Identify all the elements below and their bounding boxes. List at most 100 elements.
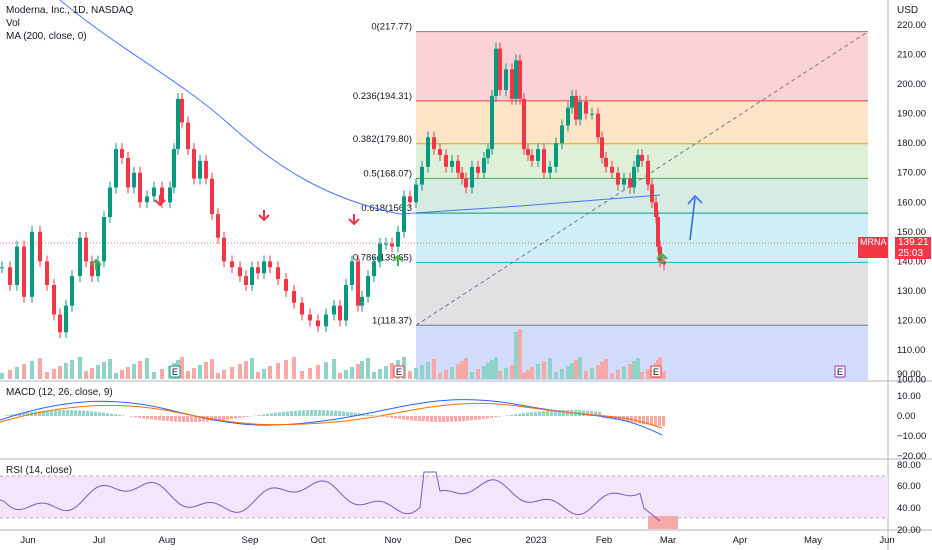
rsi-tick-label: 20.00 [897,525,921,536]
volume-bar [308,368,312,379]
candle-body [152,187,156,197]
macd-histogram-bar [634,416,637,423]
time-tick-label: May [804,535,822,546]
volume-bar [344,370,348,379]
volume-bar [360,361,364,379]
fib-zone [416,100,868,144]
macd-histogram-bar [366,414,369,416]
volume-bar [238,364,242,379]
macd-histogram-bar [62,410,65,416]
candle-body [210,178,214,215]
macd-histogram-bar [190,416,193,422]
volume-bar [578,357,582,379]
candle-body [518,60,522,99]
candle-body [180,98,184,123]
volume-bar [554,372,558,379]
macd-histogram-bar [202,416,205,422]
price-tick-label: 210.00 [897,50,926,61]
macd-histogram-bar [306,410,309,416]
macd-histogram-bar [38,411,41,416]
candle-body [102,217,106,262]
candle-body [300,302,304,315]
macd-histogram-bar [562,410,565,416]
earnings-marker-label: E [396,367,402,378]
macd-histogram-bar [386,416,389,418]
macd-histogram-bar [150,416,153,420]
earnings-marker-icon [834,365,846,378]
macd-histogram-bar [602,416,605,419]
macd-histogram-bar [142,416,145,419]
candle-body [408,196,412,203]
candle-body [628,178,632,188]
macd-histogram-bar [462,416,465,422]
macd-histogram-bar [226,416,229,420]
fib-level-label: 0.382(179.80) [353,134,412,145]
macd-histogram-bar [162,416,165,421]
macd-histogram-bar [86,410,89,416]
macd-histogram-bar [486,416,489,419]
macd-histogram-bar [522,413,525,416]
candle-body [45,261,49,285]
time-tick-label: Dec [455,535,472,546]
rsi-oversold-highlight [648,516,678,529]
macd-histogram-bar [590,411,593,416]
candle-body [132,172,136,188]
macd-histogram-bar [194,416,197,422]
candle-body [114,149,118,188]
candle-body [530,155,534,161]
fib-zone [416,31,868,101]
earnings-marker-label: E [172,367,178,378]
macd-histogram-bar [506,415,509,416]
buy-arrow-icon [392,254,404,266]
macd-histogram-bar [402,416,405,420]
volume-bar [300,371,304,379]
macd-histogram-bar [174,416,177,422]
currency-label: USD [897,5,919,16]
macd-histogram-bar [538,411,541,416]
macd-histogram-bar [642,416,645,425]
candle-body [486,149,490,158]
macd-histogram-bar [242,416,245,418]
macd-histogram-bar [514,414,517,416]
time-tick-label: Mar [660,535,676,546]
macd-histogram-bar [454,416,457,422]
candle-body [316,320,320,327]
volume-bar [244,361,248,379]
fib-level-label: 0.5(168.07) [363,168,412,179]
volume-bar [622,367,626,379]
time-tick-label: Jun [20,535,35,546]
time-tick-label: Nov [385,535,402,546]
candle-body [250,267,254,285]
macd-histogram-bar [458,416,461,422]
candle-body [560,125,564,144]
volume-bar [636,358,640,379]
candle-body [204,160,208,179]
volume-bar [350,367,354,379]
candle-body [646,160,650,185]
volume-bar [52,369,56,379]
candle-body [662,261,666,265]
candle-body [276,267,280,280]
macd-tick-label: 10.00 [897,391,921,402]
macd-histogram-bar [650,416,653,426]
macd-histogram-bar [18,413,21,416]
volume-bar [338,373,342,379]
volume-bar [490,360,494,379]
candle-body [650,184,654,203]
macd-histogram-bar [490,416,493,418]
bar-countdown-label: 25:03 [895,248,931,259]
time-tick-label: Apr [733,535,748,546]
macd-histogram-bar [450,416,453,422]
macd-histogram-bar [110,413,113,416]
volume-bar [460,361,464,379]
macd-histogram-bar [542,411,545,416]
candle-body [176,98,180,150]
price-tick-label: 220.00 [897,20,926,31]
volume-bar [596,365,600,379]
symbol-price-tag [858,237,888,258]
ma-line [59,0,661,215]
macd-histogram-bar [102,412,105,416]
candle-body [360,296,364,306]
